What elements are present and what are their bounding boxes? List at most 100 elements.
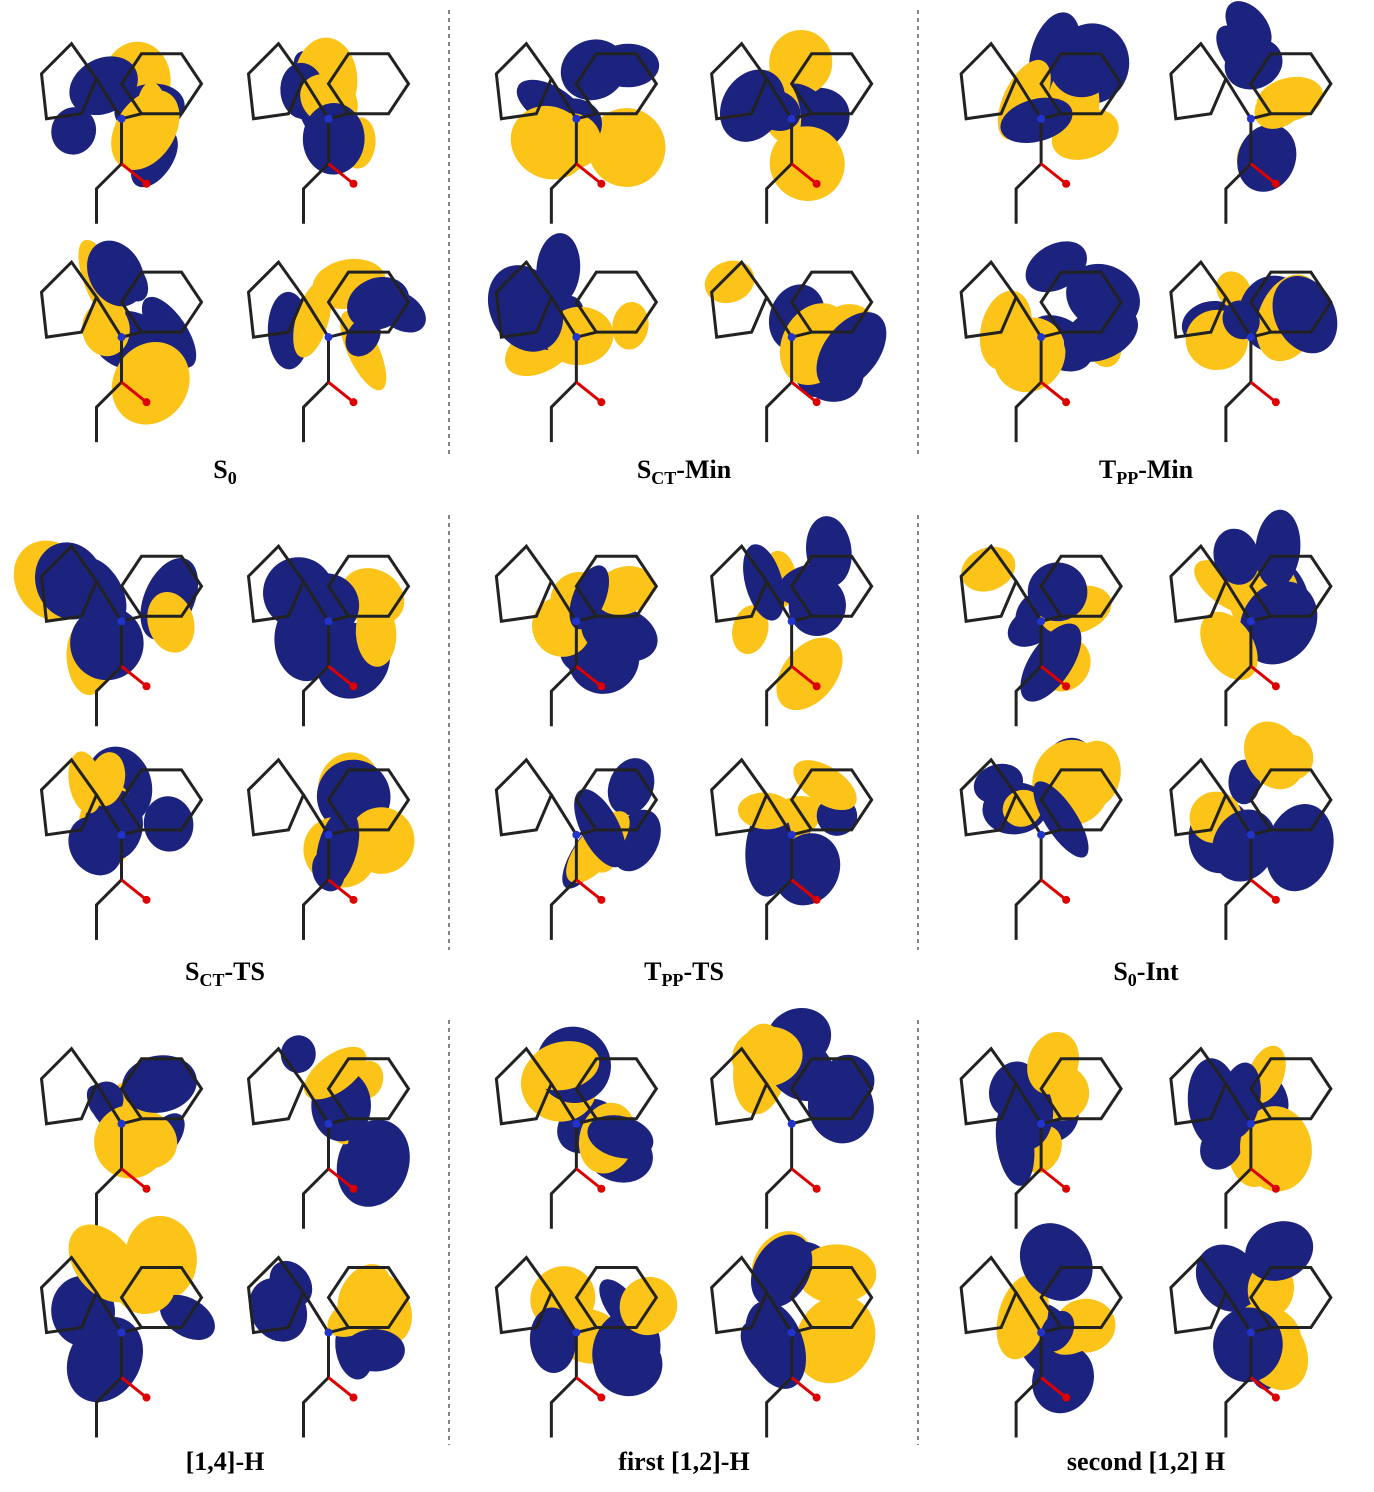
panel-label: SCT-TS	[185, 957, 265, 990]
atom-o	[597, 682, 605, 690]
atom-o	[1062, 682, 1070, 690]
atom-n	[1247, 617, 1255, 625]
bond	[329, 382, 354, 402]
atom-o	[1062, 1185, 1070, 1193]
molecule	[712, 1220, 891, 1437]
atom-n	[1037, 1329, 1045, 1337]
label-suffix: -Min	[676, 455, 731, 484]
panel: SCT-Min	[473, 27, 900, 488]
atom-o	[597, 1394, 605, 1402]
panel-label: TPP-Min	[1099, 455, 1194, 488]
atom-o	[143, 1185, 151, 1193]
label-base: T	[1099, 455, 1116, 484]
label-subscript: PP	[1116, 468, 1138, 488]
orbital-lobe	[279, 1033, 318, 1074]
molecule	[961, 6, 1136, 224]
bond	[1041, 1169, 1066, 1189]
panel-label: second [1,2] H	[1067, 1447, 1225, 1476]
panel: TPP-TS	[496, 514, 871, 990]
label-subscript: PP	[661, 970, 683, 990]
atom-n	[118, 1329, 126, 1337]
molecule	[496, 1253, 688, 1438]
bond	[304, 1333, 329, 1438]
panel: second [1,2] H	[961, 1024, 1331, 1476]
molecule	[707, 27, 872, 223]
atom-n	[572, 831, 580, 839]
panel-label: S0-Int	[1113, 957, 1179, 990]
atom-n	[1037, 115, 1045, 123]
molecule	[961, 729, 1126, 939]
atom-n	[1247, 115, 1255, 123]
atom-o	[597, 398, 605, 406]
label-suffix: -TS	[683, 957, 723, 986]
orbital-lobe	[1227, 115, 1306, 201]
atom-o	[143, 896, 151, 904]
atom-n	[325, 115, 333, 123]
bond	[1251, 880, 1276, 900]
molecule	[961, 1209, 1121, 1437]
atom-n	[118, 115, 126, 123]
ring	[42, 1049, 97, 1124]
bond	[576, 382, 601, 402]
atom-n	[788, 115, 796, 123]
atom-n	[118, 617, 126, 625]
atom-o	[350, 398, 358, 406]
panel-label: SCT-Min	[637, 455, 732, 488]
atom-o	[1272, 180, 1280, 188]
bond	[122, 666, 147, 686]
molecule	[42, 1211, 223, 1438]
molecule	[473, 231, 656, 442]
label-subscript: 0	[228, 468, 237, 488]
panel: S0	[42, 37, 434, 488]
atom-n	[788, 1329, 796, 1337]
panel: S0-Int	[954, 508, 1343, 990]
label-base: S	[637, 455, 651, 484]
atom-n	[788, 333, 796, 341]
molecule	[0, 525, 210, 726]
ring	[1171, 44, 1226, 119]
atom-n	[788, 617, 796, 625]
molecule	[42, 230, 207, 442]
label-base: S	[185, 957, 199, 986]
atom-o	[143, 180, 151, 188]
panel: [1,4]-H	[42, 1033, 427, 1476]
atom-o	[1062, 1394, 1070, 1402]
atom-o	[597, 180, 605, 188]
molecule	[42, 40, 202, 224]
bond	[1041, 164, 1066, 184]
atom-o	[813, 896, 821, 904]
atom-n	[572, 115, 580, 123]
molecule	[249, 1033, 422, 1228]
orbital-lobe	[344, 1329, 405, 1371]
molecule	[238, 1253, 427, 1438]
molecule	[42, 1049, 202, 1229]
atom-n	[1247, 333, 1255, 341]
molecule	[712, 750, 872, 940]
atom-o	[350, 1394, 358, 1402]
molecule	[954, 539, 1121, 726]
atom-o	[1272, 896, 1280, 904]
atom-o	[1272, 1394, 1280, 1402]
atom-n	[1247, 1329, 1255, 1337]
molecule	[699, 254, 901, 443]
molecule	[496, 546, 665, 726]
atom-o	[350, 1185, 358, 1193]
molecule	[249, 37, 409, 224]
atom-n	[325, 617, 333, 625]
label-suffix: -Int	[1137, 957, 1179, 986]
bond	[767, 1124, 792, 1229]
label-base: S	[213, 455, 227, 484]
label-base: [1,4]-H	[186, 1447, 265, 1476]
atom-n	[118, 1120, 126, 1128]
atom-n	[118, 333, 126, 341]
bond	[576, 880, 601, 900]
atom-n	[572, 1329, 580, 1337]
atom-o	[143, 398, 151, 406]
atom-o	[143, 1394, 151, 1402]
panel: TPP-Min	[961, 0, 1350, 488]
atom-o	[1062, 398, 1070, 406]
panel: first [1,2]-H	[496, 997, 890, 1476]
label-suffix: -Min	[1138, 455, 1193, 484]
molecule	[249, 744, 425, 940]
molecule	[961, 231, 1151, 442]
